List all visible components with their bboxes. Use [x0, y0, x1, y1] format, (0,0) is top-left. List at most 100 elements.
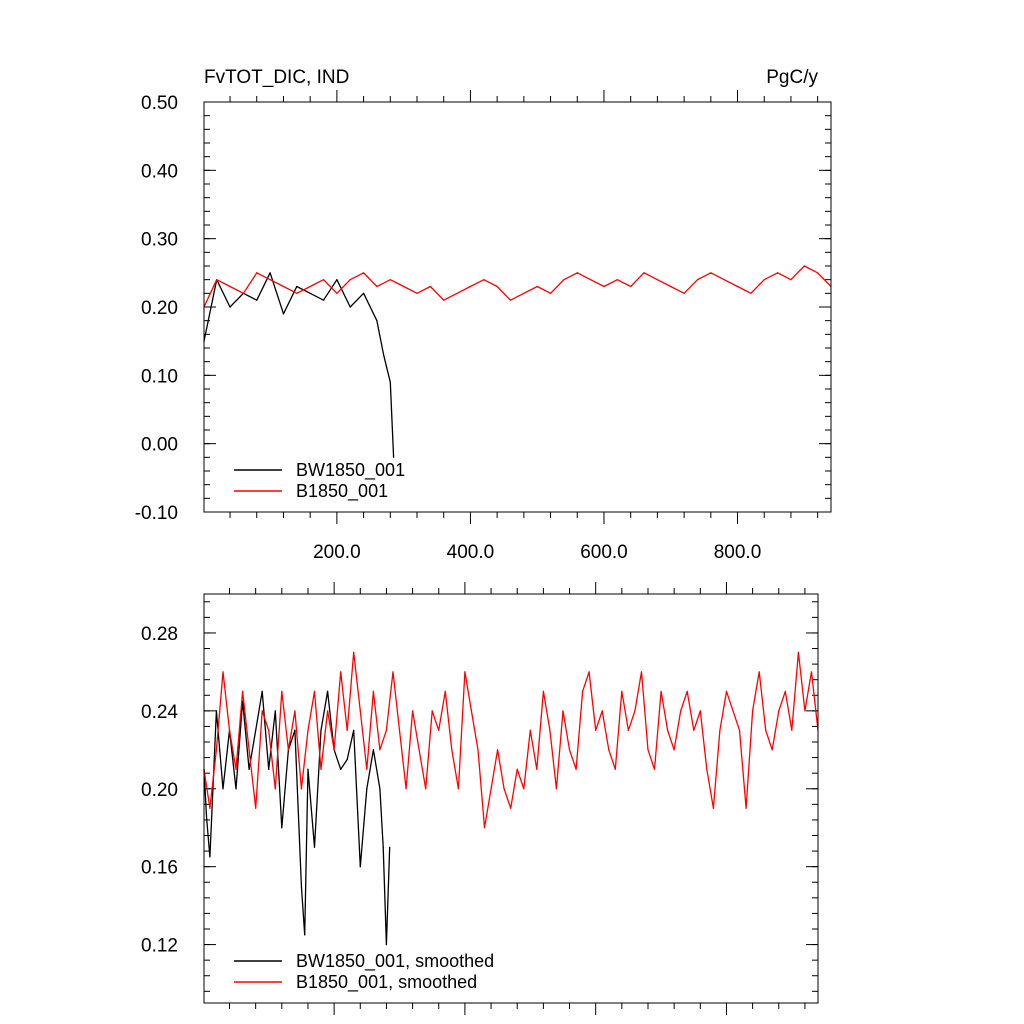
- data-point: [282, 313, 285, 315]
- legend-label-bw1850: BW1850_001: [296, 460, 405, 481]
- data-point: [241, 690, 244, 692]
- data-point: [282, 285, 285, 288]
- data-point: [309, 292, 311, 294]
- series-line-0: [203, 272, 395, 458]
- data-point: [216, 279, 218, 281]
- legend-label-b1850: B1850_001: [296, 481, 388, 502]
- data-point: [608, 749, 610, 751]
- data-point: [326, 710, 329, 712]
- data-point: [765, 729, 767, 731]
- data-point: [699, 710, 701, 712]
- data-point: [215, 710, 218, 712]
- data-point: [723, 279, 725, 281]
- y-tick-label: 0.20: [141, 780, 178, 801]
- y-tick-label: 0.40: [141, 161, 178, 182]
- data-point: [745, 807, 747, 809]
- data-point: [268, 768, 270, 770]
- data-point: [686, 690, 688, 692]
- data-point: [274, 788, 276, 790]
- data-point: [269, 279, 271, 281]
- data-point: [750, 292, 752, 294]
- data-point: [274, 710, 276, 712]
- data-point: [555, 788, 558, 790]
- data-point: [376, 285, 378, 288]
- data-point: [405, 788, 407, 790]
- data-point: [346, 729, 348, 731]
- data-point: [235, 788, 237, 790]
- data-point: [732, 710, 734, 712]
- data-point: [379, 788, 381, 790]
- chart-title: FvTOT_DIC, IND: [204, 67, 349, 88]
- data-point: [320, 729, 322, 731]
- x-tick-label: 400.0: [447, 542, 495, 563]
- data-point: [595, 729, 597, 731]
- data-point: [287, 749, 289, 751]
- x-tick-label: 800.0: [714, 542, 762, 563]
- data-point: [353, 729, 355, 731]
- bottom-plot-area: 0.12 0.16 0.20 0.24 0.28: [141, 582, 819, 1015]
- data-point: [268, 729, 270, 731]
- bottom-plot-frame: [203, 593, 819, 1004]
- data-point: [683, 292, 685, 294]
- data-point: [582, 690, 584, 692]
- data-point: [383, 354, 385, 356]
- data-point: [389, 846, 391, 848]
- data-point: [313, 846, 316, 848]
- data-point: [516, 768, 518, 770]
- top-panel: FvTOT_DIC, IND PgC/y -0.10 0.00 0.10 0.20 0.…: [135, 67, 832, 563]
- data-point: [269, 272, 271, 274]
- data-point: [588, 671, 590, 673]
- data-point: [307, 768, 309, 770]
- data-point: [496, 749, 499, 751]
- data-point: [490, 788, 492, 790]
- data-point: [536, 285, 538, 288]
- data-point: [359, 866, 361, 868]
- data-point: [804, 710, 806, 712]
- data-point: [346, 758, 348, 761]
- y-tick-label: -0.10: [135, 503, 178, 524]
- data-point: [209, 856, 211, 858]
- data-point: [778, 710, 780, 712]
- data-point: [398, 729, 401, 731]
- data-point: [568, 749, 571, 751]
- data-point: [464, 671, 466, 673]
- data-point: [710, 272, 712, 274]
- top-plot-area: -0.10 0.00 0.10 0.20 0.30 0.40 0.50 200.0 400.0 6…: [135, 90, 832, 563]
- data-point: [294, 729, 296, 731]
- data-point: [656, 279, 658, 281]
- data-point: [549, 729, 551, 731]
- data-point: [653, 768, 656, 770]
- data-point: [549, 292, 552, 294]
- data-point: [643, 272, 645, 274]
- data-point: [235, 768, 237, 770]
- data-point: [542, 690, 544, 692]
- data-point: [444, 690, 446, 692]
- data-point: [340, 671, 342, 673]
- y-tick-label: 0.28: [141, 624, 178, 645]
- data-point: [680, 710, 682, 712]
- data-point: [575, 768, 577, 770]
- top-plot-frame: [203, 101, 832, 513]
- data-point: [362, 292, 365, 294]
- data-point: [228, 729, 231, 731]
- data-point: [576, 272, 578, 274]
- data-point: [590, 279, 592, 281]
- data-point: [359, 710, 361, 712]
- data-point: [817, 272, 819, 274]
- legend-label-b1850-smoothed: B1850_001, smoothed: [296, 972, 477, 993]
- data-point: [469, 285, 472, 288]
- data-point: [425, 788, 427, 790]
- data-point: [696, 279, 699, 281]
- data-point: [261, 710, 263, 712]
- data-point: [634, 710, 636, 712]
- data-point: [791, 729, 793, 731]
- data-point: [382, 846, 384, 848]
- data-point: [229, 306, 231, 308]
- data-point: [333, 749, 335, 751]
- data-point: [503, 788, 505, 790]
- data-point: [349, 279, 351, 281]
- data-point: [229, 285, 231, 288]
- data-point: [496, 285, 498, 288]
- y-tick-label: 0.00: [141, 435, 178, 456]
